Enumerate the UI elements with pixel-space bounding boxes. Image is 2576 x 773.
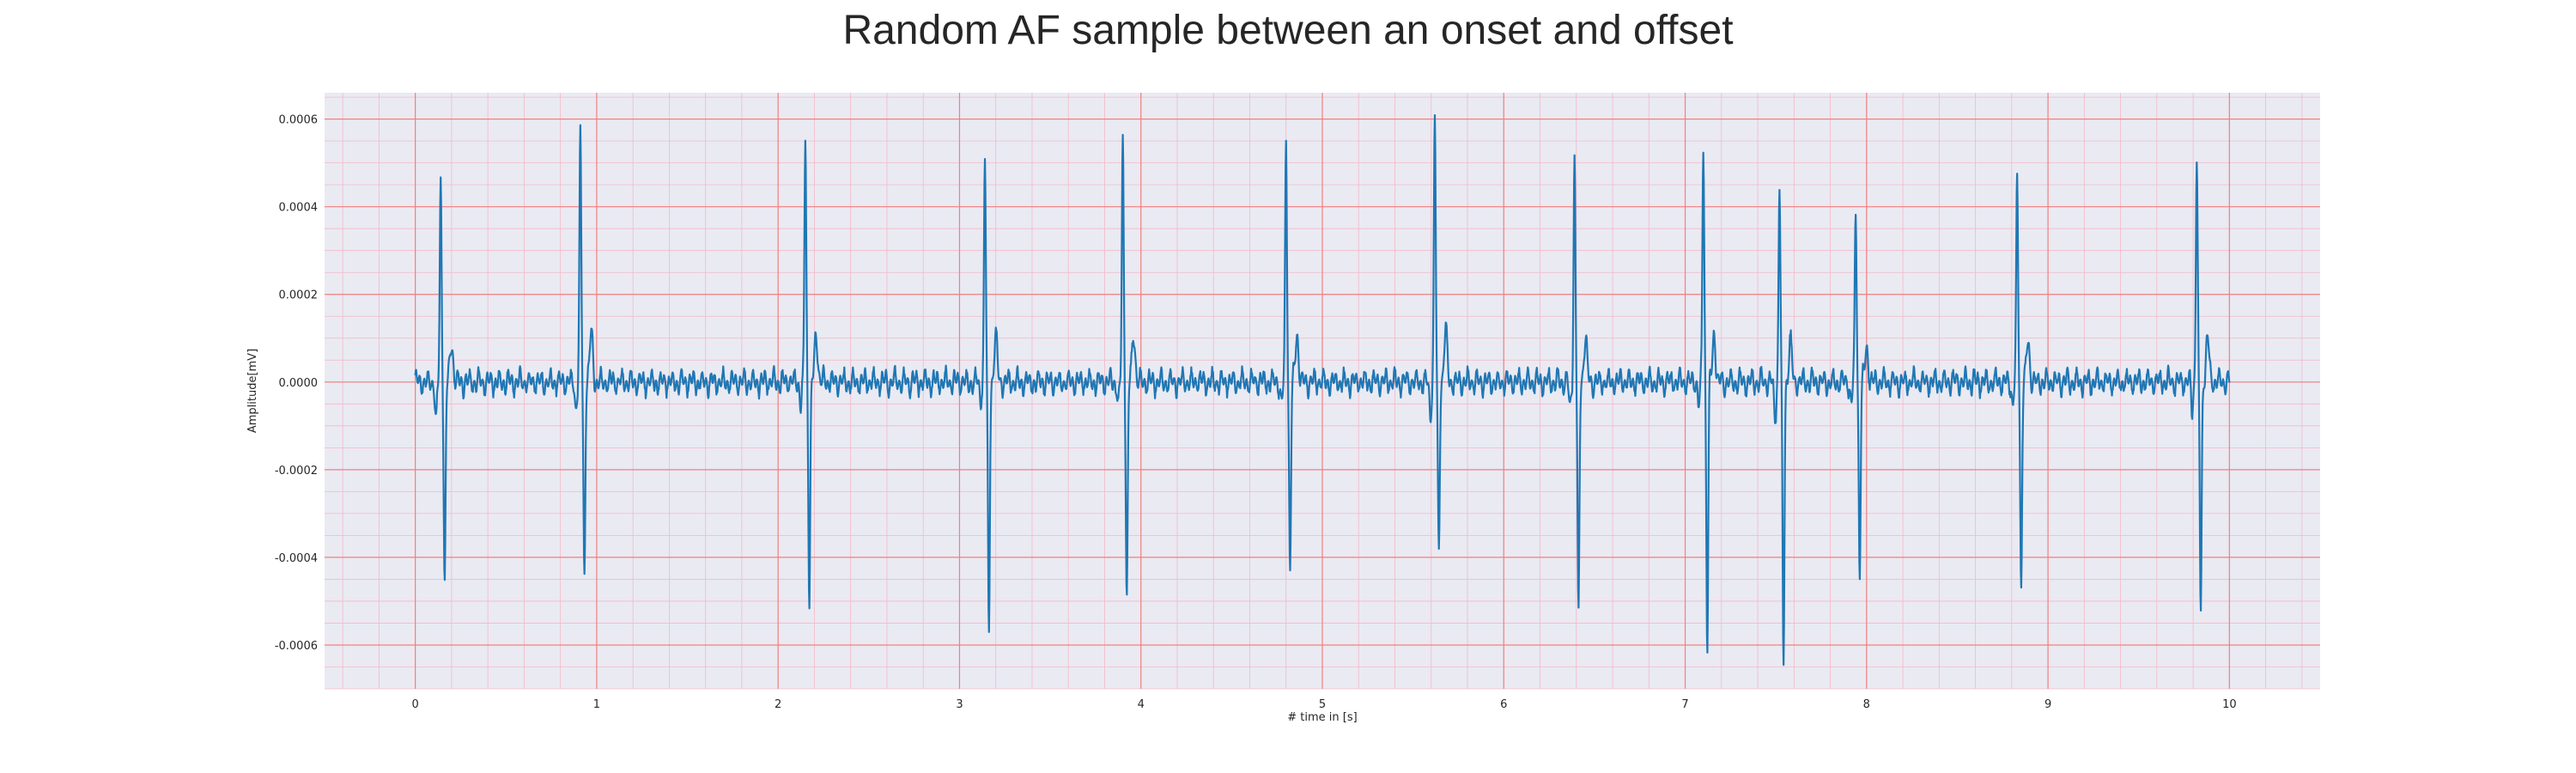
y-tick-label: -0.0002 [275, 465, 318, 478]
x-tick-label: 6 [1500, 698, 1507, 711]
x-tick-label: 8 [1863, 698, 1870, 711]
x-tick-label: 1 [593, 698, 600, 711]
y-tick-label: 0.0002 [279, 289, 319, 302]
y-tick-label: 0.0006 [279, 114, 319, 127]
x-tick-label: 9 [2044, 698, 2051, 711]
y-tick-label: -0.0004 [275, 552, 318, 565]
x-tick-label: 0 [411, 698, 418, 711]
x-tick-label: 3 [956, 698, 963, 711]
x-tick-label: 4 [1138, 698, 1145, 711]
x-axis-label: # time in [s] [1287, 711, 1357, 724]
x-tick-label: 2 [775, 698, 781, 711]
x-tick-label: 10 [2222, 698, 2237, 711]
x-tick-label: 7 [1681, 698, 1688, 711]
ecg-signal-line [414, 114, 2231, 666]
x-tick-label: 5 [1319, 698, 1326, 711]
y-axis-label: Amplitude[mV] [246, 349, 259, 433]
y-tick-label: -0.0006 [275, 640, 318, 653]
chart-title: Random AF sample between an onset and of… [842, 8, 1734, 53]
y-tick-label: 0.0004 [279, 202, 319, 215]
y-tick-label: 0.0000 [279, 377, 319, 390]
